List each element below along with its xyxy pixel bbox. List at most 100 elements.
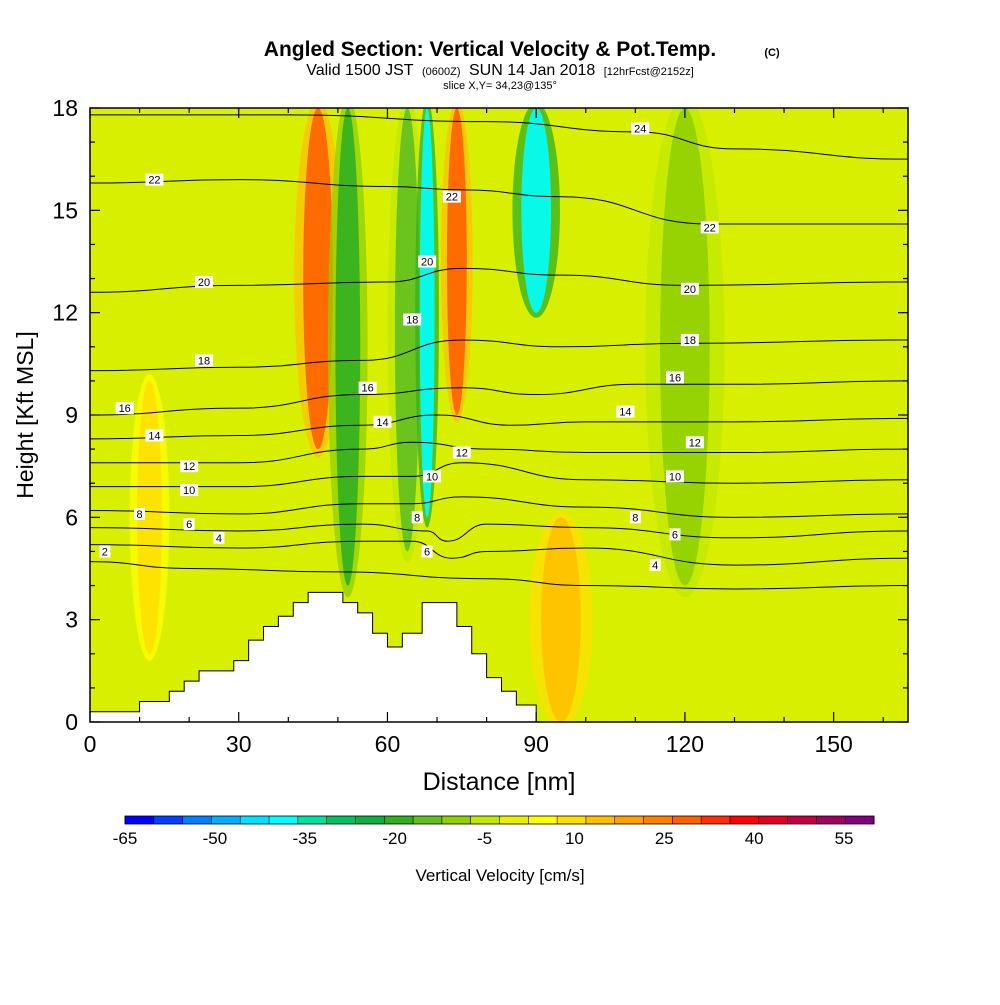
colorbar-swatch-8 bbox=[355, 816, 385, 824]
colorbar-tick-label-7: 40 bbox=[745, 829, 764, 848]
x-axis-label: Distance [nm] bbox=[423, 768, 576, 796]
velocity-band-5 bbox=[521, 108, 552, 313]
x-tick-label-1: 30 bbox=[226, 731, 252, 757]
isentrope-label-box-28 bbox=[442, 190, 461, 203]
colorbar-swatch-23 bbox=[787, 816, 817, 824]
isentrope-6 bbox=[90, 523, 908, 542]
colorbar-tick-label-2: -35 bbox=[292, 829, 317, 848]
isentrope-label-24: 20 bbox=[198, 277, 210, 289]
velocity-field bbox=[129, 108, 725, 722]
colorbar-swatch-2 bbox=[182, 816, 212, 824]
colorbar-swatch-17 bbox=[614, 816, 645, 824]
colorbar bbox=[124, 815, 875, 825]
isentrope-label-15: 14 bbox=[148, 430, 160, 442]
isentrope-label-box-5 bbox=[669, 528, 681, 541]
isentrope-label-box-20 bbox=[665, 371, 684, 384]
isentrope-label-26: 20 bbox=[684, 284, 696, 296]
isentrope-18 bbox=[90, 339, 908, 372]
velocity-band-7 bbox=[541, 517, 581, 722]
isentrope-label-box-30 bbox=[631, 122, 650, 135]
colorbar-swatch-10 bbox=[413, 816, 443, 824]
isentrope-label-7: 8 bbox=[414, 512, 420, 524]
isentrope-label-5: 6 bbox=[672, 529, 678, 541]
isentrope-label-box-4 bbox=[421, 545, 433, 558]
colorbar-label: Vertical Velocity [cm/s] bbox=[415, 866, 584, 885]
colorbar-ticks: -65 -50 -35 -20 -5 10 25 40 55 bbox=[113, 829, 854, 848]
isentrope-label-box-29 bbox=[700, 221, 719, 234]
x-tick-label-2: 60 bbox=[375, 731, 401, 757]
isentrope-label-4: 6 bbox=[424, 546, 430, 558]
isentrope-label-box-24 bbox=[195, 275, 214, 288]
colorbar-swatch-21 bbox=[729, 816, 760, 824]
slice-note: slice X,Y= 34,23@135° bbox=[443, 80, 557, 92]
isentrope-14 bbox=[90, 414, 908, 440]
colorbar-frame bbox=[124, 815, 875, 825]
colorbar-swatch-15 bbox=[557, 816, 587, 824]
isentrope-label-box-3 bbox=[183, 518, 195, 531]
velocity-band-1 bbox=[335, 108, 361, 586]
isentrope-label-22: 18 bbox=[406, 314, 418, 326]
colorbar-tick-label-5: 10 bbox=[565, 829, 584, 848]
subtitle-forecast: [12hrFcst@2152z] bbox=[604, 66, 694, 78]
velocity-band-8 bbox=[137, 380, 162, 654]
y-tick-label-0: 0 bbox=[65, 709, 78, 735]
colorbar-tick-label-8: 55 bbox=[835, 829, 854, 848]
colorbar-swatch-0 bbox=[125, 816, 155, 824]
isentrope-label-box-9 bbox=[180, 484, 199, 497]
colorbar-swatch-11 bbox=[441, 816, 472, 824]
colorbar-tick-label-1: -50 bbox=[203, 829, 228, 848]
colorbar-swatch-20 bbox=[701, 816, 731, 824]
plot-background bbox=[90, 108, 908, 722]
isentrope-label-box-16 bbox=[373, 415, 392, 428]
isentrope-label-29: 22 bbox=[704, 222, 716, 234]
colorbar-swatch-1 bbox=[153, 816, 184, 824]
y-axis: 0 3 6 9 12 15 18 bbox=[52, 95, 908, 735]
y-tick-label-4: 12 bbox=[52, 300, 78, 326]
y-axis-label: Height [Kft MSL] bbox=[12, 331, 38, 498]
isentrope-label-23: 18 bbox=[684, 335, 696, 347]
isentrope-label-11: 10 bbox=[669, 471, 681, 483]
isentrope-label-2: 4 bbox=[652, 560, 658, 572]
colorbar-tick-label-0: -65 bbox=[113, 829, 138, 848]
y-tick-label-1: 3 bbox=[65, 607, 78, 633]
isentrope-label-box-23 bbox=[680, 333, 699, 346]
chart-title: Angled Section: Vertical Velocity & Pot.… bbox=[264, 38, 716, 61]
isentrope-label-box-13 bbox=[452, 446, 471, 459]
isentrope-label-27: 22 bbox=[148, 175, 160, 187]
isentrope-label-box-7 bbox=[411, 511, 423, 524]
isentrope-label-6: 8 bbox=[137, 509, 143, 521]
colorbar-swatch-19 bbox=[672, 816, 702, 824]
isentrope-2 bbox=[90, 561, 908, 590]
isentrope-22 bbox=[90, 179, 908, 225]
x-tick-label-3: 90 bbox=[523, 731, 549, 757]
isentrope-16 bbox=[90, 380, 908, 416]
isentrope-label-0: 2 bbox=[102, 546, 108, 558]
x-axis: 0 30 60 90 120 150 bbox=[84, 108, 884, 757]
isentrope-label-3: 6 bbox=[186, 519, 192, 531]
terrain bbox=[89, 591, 537, 723]
colorbar-swatch-7 bbox=[326, 816, 356, 824]
subtitle-valid: Valid 1500 JST bbox=[306, 62, 414, 79]
isentrope-label-box-17 bbox=[616, 405, 635, 418]
isentrope-label-box-14 bbox=[685, 436, 704, 449]
colorbar-swatch-9 bbox=[384, 816, 414, 824]
colorbar-swatch-24 bbox=[816, 816, 846, 824]
isentrope-label-box-12 bbox=[180, 460, 199, 473]
subtitle-date: SUN 14 Jan 2018 bbox=[469, 62, 595, 79]
y-tick-label-2: 6 bbox=[65, 504, 78, 530]
colorbar-swatch-12 bbox=[470, 816, 500, 824]
subtitle-utc: (0600Z) bbox=[422, 66, 461, 78]
isentrope-label-9: 10 bbox=[183, 485, 195, 497]
colorbar-swatch-3 bbox=[211, 816, 241, 824]
isentrope-label-box-18 bbox=[115, 402, 134, 415]
isentrope-label-21: 18 bbox=[198, 355, 210, 367]
isentrope-label-12: 12 bbox=[183, 461, 195, 473]
isentrope-label-25: 20 bbox=[421, 257, 433, 269]
y-tick-label-3: 9 bbox=[65, 402, 78, 428]
velocity-band-0 bbox=[303, 108, 333, 450]
colorbar-swatch-13 bbox=[499, 816, 529, 824]
isentrope-label-box-22 bbox=[403, 313, 422, 326]
isentrope-label-30: 24 bbox=[634, 123, 646, 135]
colorbar-swatch-5 bbox=[269, 816, 299, 824]
